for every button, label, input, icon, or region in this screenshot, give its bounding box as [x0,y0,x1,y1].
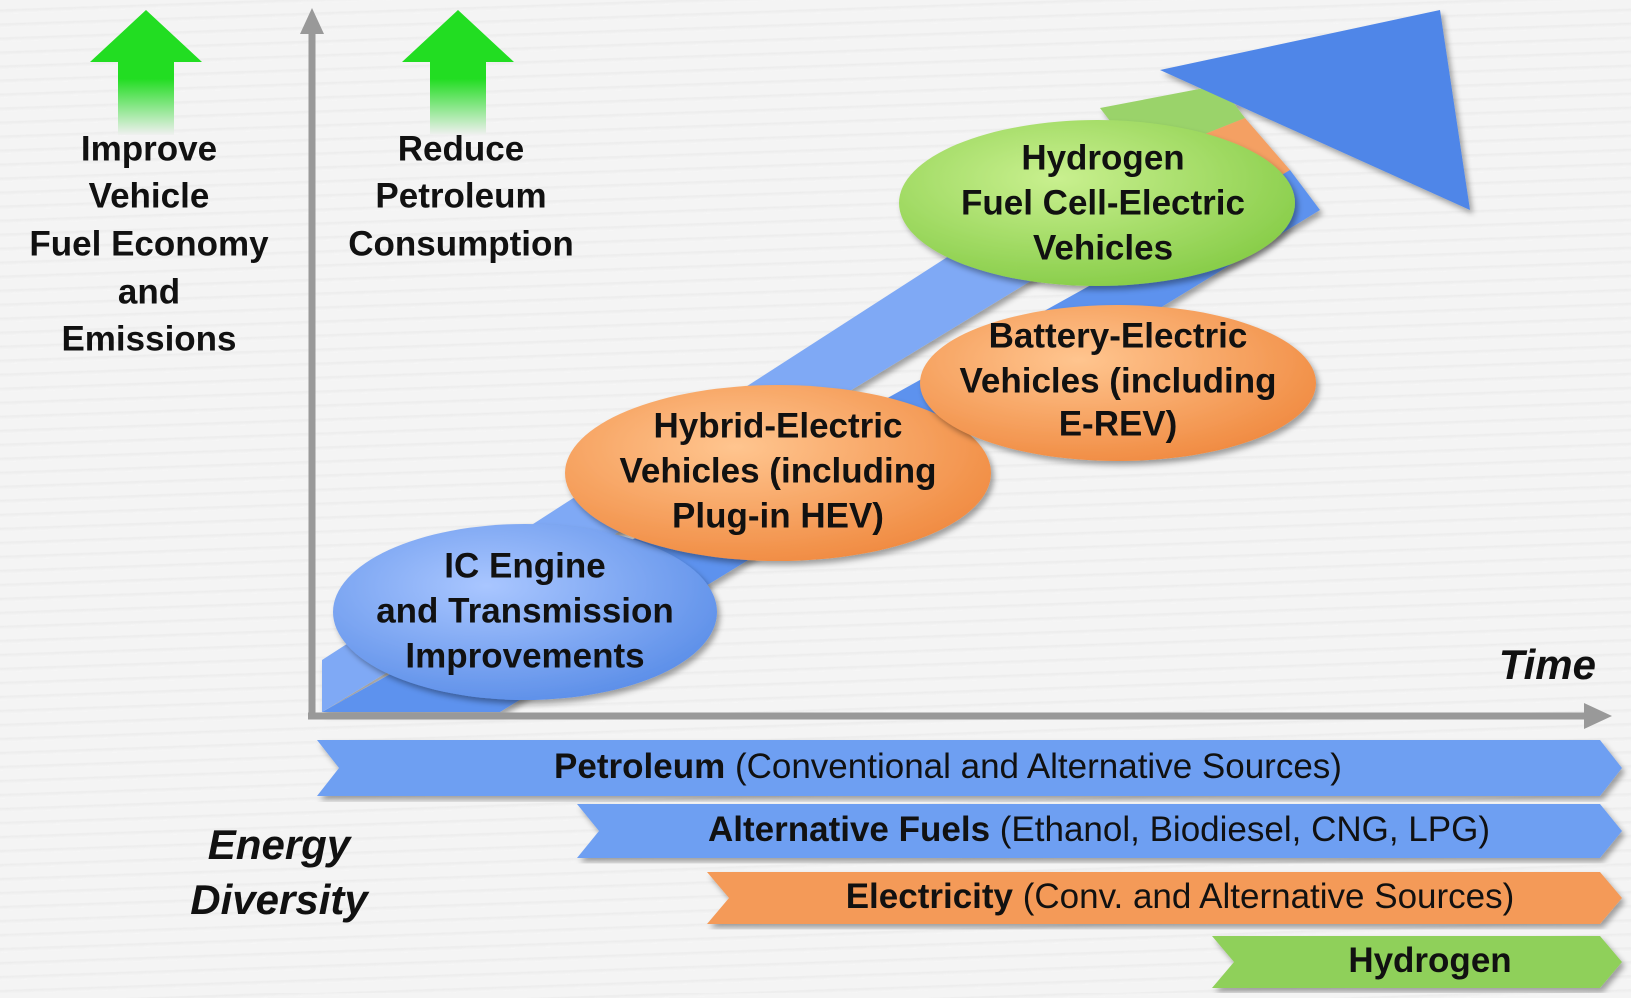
goal-label: and [118,272,180,311]
tech-label: E-REV) [1059,404,1178,443]
energy-diversity-label: Energy [208,821,353,868]
diagram: Time Petroleum (Conventional and Alterna… [0,0,1631,993]
band-detail: (Conventional and Alternative Sources) [735,747,1342,786]
band-separator [725,747,735,786]
page: Time Petroleum (Conventional and Alterna… [0,0,1631,993]
energy-band-label: Electricity (Conv. and Alternative Sourc… [846,877,1515,916]
tech-label: IC Engine [444,546,605,585]
energy-band-label: Alternative Fuels (Ethanol, Biodiesel, C… [708,810,1490,849]
band-separator [1013,877,1023,916]
energy-band-label: Petroleum (Conventional and Alternative … [554,747,1342,786]
band-name: Hydrogen [1348,941,1511,980]
goal-label: Petroleum [375,176,546,215]
tech-label: Vehicles (including [959,361,1276,400]
x-axis-label: Time [1499,641,1596,688]
goal-label: Reduce [398,129,524,168]
tech-label: Hybrid-Electric [654,406,903,445]
goal-label: Vehicle [89,176,210,215]
tech-label: and Transmission [376,591,674,630]
goal-arrow [90,10,202,135]
tech-label: Hydrogen [1021,138,1184,177]
tech-label: Fuel Cell-Electric [961,183,1245,222]
tech-label: Battery-Electric [989,316,1248,355]
band-detail: (Ethanol, Biodiesel, CNG, LPG) [1000,810,1490,849]
band-name: Alternative Fuels [708,810,990,849]
tech-label: Vehicles [1033,228,1173,267]
tech-label: Vehicles (including [619,451,936,490]
tech-label: Improvements [405,636,644,675]
band-detail: (Conv. and Alternative Sources) [1023,877,1515,916]
goal-label: Emissions [61,319,236,358]
goal-label: Fuel Economy [29,224,269,263]
energy-bands: Petroleum (Conventional and Alternative … [317,740,1622,988]
band-name: Petroleum [554,747,725,786]
goal-label: Consumption [348,224,574,263]
tech-label: Plug-in HEV) [672,496,884,535]
energy-band-label: Hydrogen [1348,941,1511,980]
goal-label: Improve [81,129,217,168]
goal-arrow [402,10,514,135]
band-name: Electricity [846,877,1014,916]
energy-diversity-label: Diversity [190,876,370,923]
band-separator [990,810,1000,849]
